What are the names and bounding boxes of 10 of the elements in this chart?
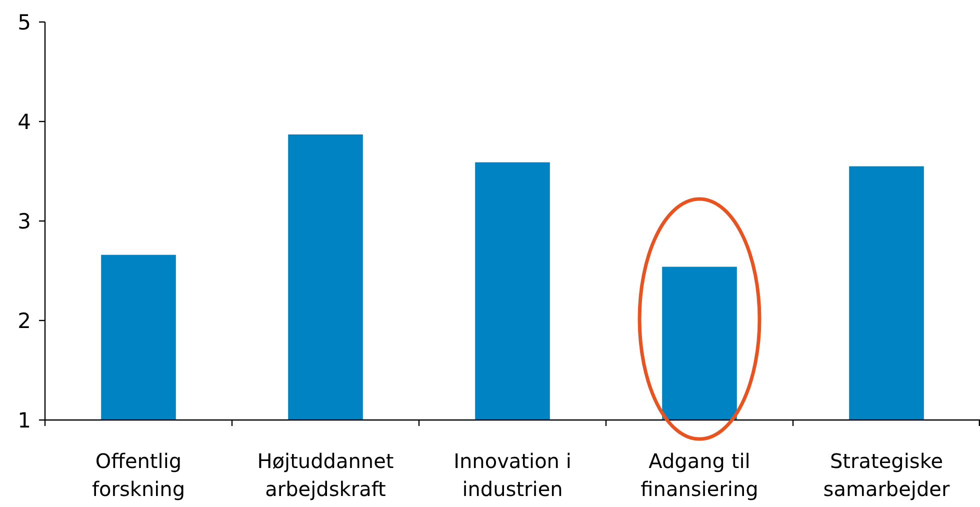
y-tick-label: 5 <box>18 10 31 34</box>
x-tick-label: Højtuddannet arbejdskraft <box>257 449 394 501</box>
x-tick-label: Innovation i industrien <box>454 449 572 501</box>
x-tick-label: Offentlig forskning <box>92 449 186 501</box>
x-tick-label: Adgang til finansiering <box>640 449 758 501</box>
y-tick-label: 3 <box>18 209 31 234</box>
y-tick-label: 1 <box>18 408 31 432</box>
y-tick-label: 4 <box>18 110 31 134</box>
y-tick-label: 2 <box>18 308 31 333</box>
x-tick-label: Strategiske samarbejder <box>823 449 950 501</box>
